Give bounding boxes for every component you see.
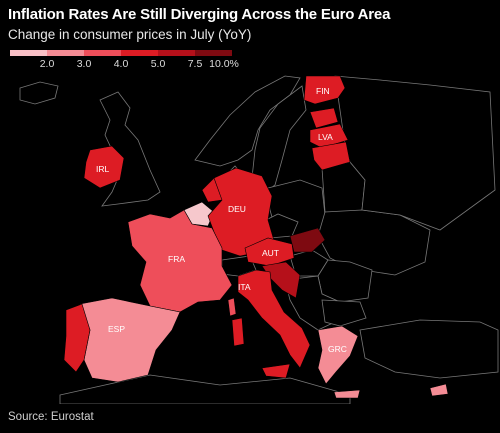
country-label-esp: ESP: [108, 324, 125, 334]
corsica-shape: [227, 297, 237, 317]
country-label-deu: DEU: [228, 204, 246, 214]
chart-subtitle: Change in consumer prices in July (YoY): [8, 27, 252, 42]
legend-tick: 7.5: [187, 58, 203, 70]
lithuania-shape: [311, 141, 351, 171]
legend-swatch: [195, 50, 232, 56]
sardinia-shape: [231, 317, 245, 347]
country-label-grc: GRC: [328, 344, 347, 354]
chart-title: Inflation Rates Are Still Diverging Acro…: [8, 6, 391, 23]
legend-swatch: [47, 50, 84, 56]
n-africa-shape: [59, 374, 351, 404]
legend-ticks: 2.0 3.0 4.0 5.0 7.5 10.0%: [10, 58, 242, 72]
cyprus-shape: [429, 383, 449, 397]
bulgaria-shape: [321, 299, 367, 327]
slovakia-shape: [289, 227, 326, 253]
portugal-shape: [63, 303, 91, 373]
spain-shape: [79, 297, 181, 383]
finland-shape: [303, 75, 346, 105]
uk-shape: [99, 91, 161, 207]
legend-tick: 10.0%: [209, 58, 239, 70]
legend-tick: 2.0: [39, 58, 55, 70]
austria-shape: [244, 237, 295, 267]
estonia-shape: [309, 107, 339, 129]
country-label-aut: AUT: [262, 248, 279, 258]
europe-map: FIN LVA IRL DEU FRA AUT ITA ESP GRC: [19, 75, 499, 404]
legend-tick: 5.0: [150, 58, 166, 70]
source-note: Source: Eurostat: [8, 411, 94, 423]
country-label-ita: ITA: [238, 282, 251, 292]
greece-shape: [317, 325, 359, 385]
italy-shape: [237, 269, 311, 369]
legend-swatch: [158, 50, 195, 56]
legend-swatch: [121, 50, 158, 56]
turkey-shape: [359, 319, 499, 379]
ireland-shape: [83, 145, 125, 189]
legend-swatch: [84, 50, 121, 56]
legend-swatch: [10, 50, 47, 56]
country-label-fra: FRA: [168, 254, 185, 264]
sicily-shape: [261, 363, 291, 379]
legend-tick: 3.0: [76, 58, 92, 70]
legend-tick: 4.0: [113, 58, 129, 70]
country-label-irl: IRL: [96, 164, 110, 174]
crete-shape: [333, 389, 361, 399]
country-label-fin: FIN: [316, 86, 330, 96]
france-shape: [127, 209, 233, 313]
country-label-lva: LVA: [318, 132, 333, 142]
color-legend: [10, 50, 232, 56]
iceland-shape: [19, 81, 59, 105]
